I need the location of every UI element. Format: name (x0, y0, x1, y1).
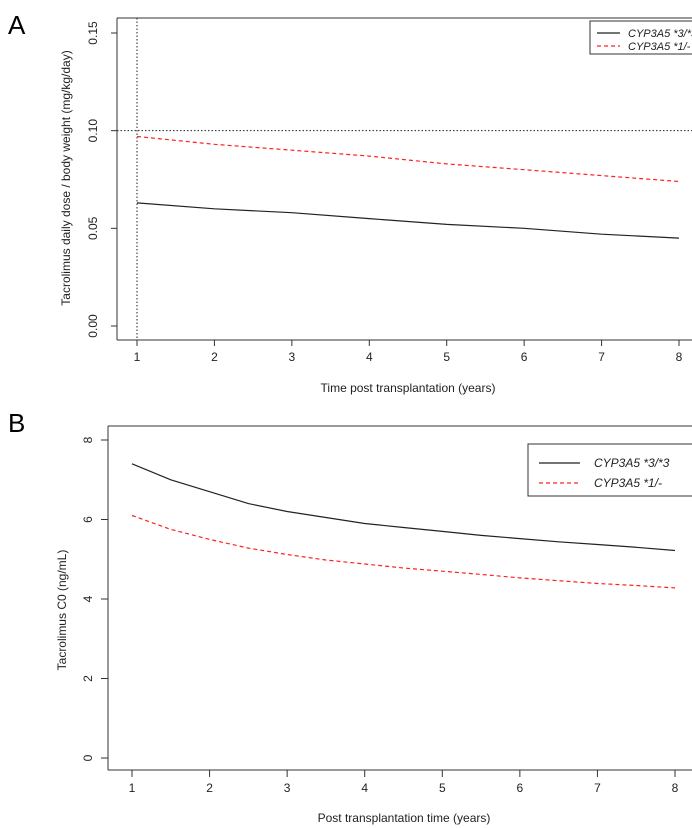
y-tick-label: 0.10 (86, 119, 100, 143)
x-tick-label: 3 (289, 350, 296, 364)
x-tick-label: 3 (284, 781, 291, 795)
axis-ticks: 1 2 3 4 5 6 7 8 0.00 0.05 0.10 0.15 (86, 21, 683, 364)
reference-lines (117, 18, 692, 340)
x-tick-label: 1 (134, 350, 141, 364)
x-tick-label: 4 (366, 350, 373, 364)
x-tick-label: 5 (439, 781, 446, 795)
y-tick-label: 0.15 (86, 21, 100, 45)
axis-ticks: 1 2 3 4 5 6 7 8 0 2 4 6 8 (81, 436, 679, 795)
x-tick-label: 7 (594, 781, 601, 795)
x-tick-label: 2 (206, 781, 213, 795)
panel-b: B 1 2 3 4 5 6 7 8 0 2 4 6 8 CYP3A5 *3/*3 CYP3A5 *1/-… (0, 400, 692, 828)
legend-box: CYP3A5 *3/*3 CYP3A5 *1/- (589, 20, 692, 55)
x-tick-label: 5 (443, 350, 450, 364)
y-tick-label: 8 (81, 436, 95, 443)
panel-letter-b: B (8, 408, 26, 438)
series-lines (131, 463, 676, 589)
x-tick-label: 8 (676, 350, 683, 364)
x-tick-label: 8 (672, 781, 679, 795)
series-line-2 (131, 514, 676, 589)
y-tick-label: 4 (81, 595, 95, 602)
y-axis-title: Tacrolimus daily dose / body weight (mg/… (59, 50, 73, 305)
y-tick-label: 6 (81, 516, 95, 523)
y-tick-label: 0 (81, 754, 95, 761)
plot-frame (116, 17, 692, 341)
x-tick-label: 1 (129, 781, 136, 795)
x-tick-label: 4 (361, 781, 368, 795)
plot-frame (107, 425, 692, 771)
y-tick-label: 0.05 (86, 216, 100, 240)
x-tick-label: 7 (598, 350, 605, 364)
series-lines (136, 135, 680, 239)
panel-a: A 1 2 3 4 5 6 7 8 0.00 0.05 0.10 0.15 CYP3A5 *3/*3 … (0, 0, 692, 400)
x-tick-label: 2 (211, 350, 218, 364)
panel-letter-a: A (8, 10, 26, 40)
x-tick-label: 6 (521, 350, 528, 364)
legend-label-series-1: CYP3A5 *3/*3 (594, 456, 670, 470)
x-tick-label: 6 (517, 781, 524, 795)
y-tick-label: 0.00 (86, 314, 100, 338)
y-tick-label: 2 (81, 675, 95, 682)
chart-b: 1 2 3 4 5 6 7 8 0 2 4 6 8 CYP3A5 *3/*3 CYP3A5 *1/- P… (55, 425, 692, 825)
x-axis-title: Time post transplantation (years) (321, 381, 496, 395)
y-axis-title: Tacrolimus C0 (ng/mL) (55, 550, 69, 671)
chart-a: 1 2 3 4 5 6 7 8 0.00 0.05 0.10 0.15 CYP3A5 *3/*3 CY… (59, 17, 692, 395)
series-line-1 (131, 463, 676, 552)
legend-label-series-2: CYP3A5 *1/- (628, 41, 691, 53)
legend-box: CYP3A5 *3/*3 CYP3A5 *1/- (527, 443, 692, 497)
legend-label-series-1: CYP3A5 *3/*3 (628, 28, 692, 40)
x-axis-title: Post transplantation time (years) (318, 811, 491, 825)
series-line-1 (136, 202, 680, 239)
series-line-2 (136, 135, 680, 183)
legend-label-series-2: CYP3A5 *1/- (594, 476, 662, 490)
